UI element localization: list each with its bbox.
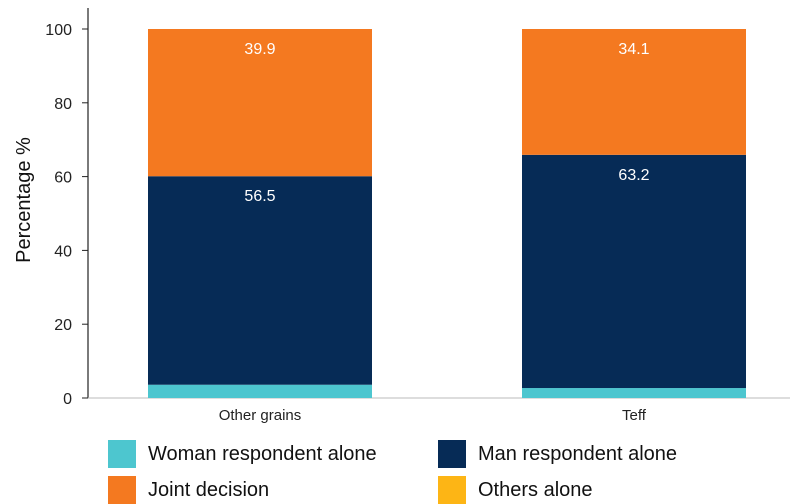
legend-item-joint-decision: Joint decision <box>108 476 269 504</box>
y-tick-label: 80 <box>54 96 72 113</box>
legend-item-others-alone: Others alone <box>438 476 593 504</box>
bar-other-grains-woman-respondent-alone <box>148 384 372 398</box>
legend-swatch <box>108 440 136 468</box>
y-tick-label: 100 <box>45 22 72 39</box>
data-label-other-grains-man-respondent-alone: 56.5 <box>244 188 275 205</box>
bar-teff-woman-respondent-alone <box>522 388 746 398</box>
bar-teff-joint-decision <box>522 29 746 155</box>
y-ticks: 0 20 40 60 80 100 <box>45 22 88 408</box>
legend-label: Joint decision <box>148 478 270 501</box>
legend-swatch <box>108 476 136 504</box>
legend-item-man-respondent-alone: Man respondent alone <box>438 440 677 468</box>
bar-teff-man-respondent-alone <box>522 154 746 389</box>
legend-item-woman-respondent-alone: Woman respondent alone <box>108 440 377 468</box>
legend-swatch <box>438 440 466 468</box>
x-labels: Other grains Teff <box>219 407 647 424</box>
y-tick-label: 20 <box>54 317 72 334</box>
legend-label: Others alone <box>478 478 593 501</box>
data-labels: 39.9 56.5 34.1 63.2 <box>244 41 649 205</box>
data-label-teff-joint-decision: 34.1 <box>618 41 649 58</box>
legend-label: Woman respondent alone <box>148 442 377 465</box>
x-tick-label-other-grains: Other grains <box>219 407 302 424</box>
data-label-teff-man-respondent-alone: 63.2 <box>618 167 649 184</box>
y-tick-label: 60 <box>54 170 72 187</box>
legend-swatch <box>438 476 466 504</box>
bars <box>148 29 746 398</box>
y-tick-label: 40 <box>54 243 72 260</box>
data-label-other-grains-joint-decision: 39.9 <box>244 41 275 58</box>
x-tick-label-teff: Teff <box>622 407 647 424</box>
bar-other-grains-man-respondent-alone <box>148 176 372 385</box>
bar-other-grains-joint-decision <box>148 29 372 177</box>
y-tick-label: 0 <box>63 391 72 408</box>
y-axis-title: Percentage % <box>13 137 35 263</box>
legend-label: Man respondent alone <box>478 442 678 465</box>
stacked-bar-chart: 0 20 40 60 80 100 39.9 56.5 34.1 63.2 Other grai… <box>13 8 790 424</box>
